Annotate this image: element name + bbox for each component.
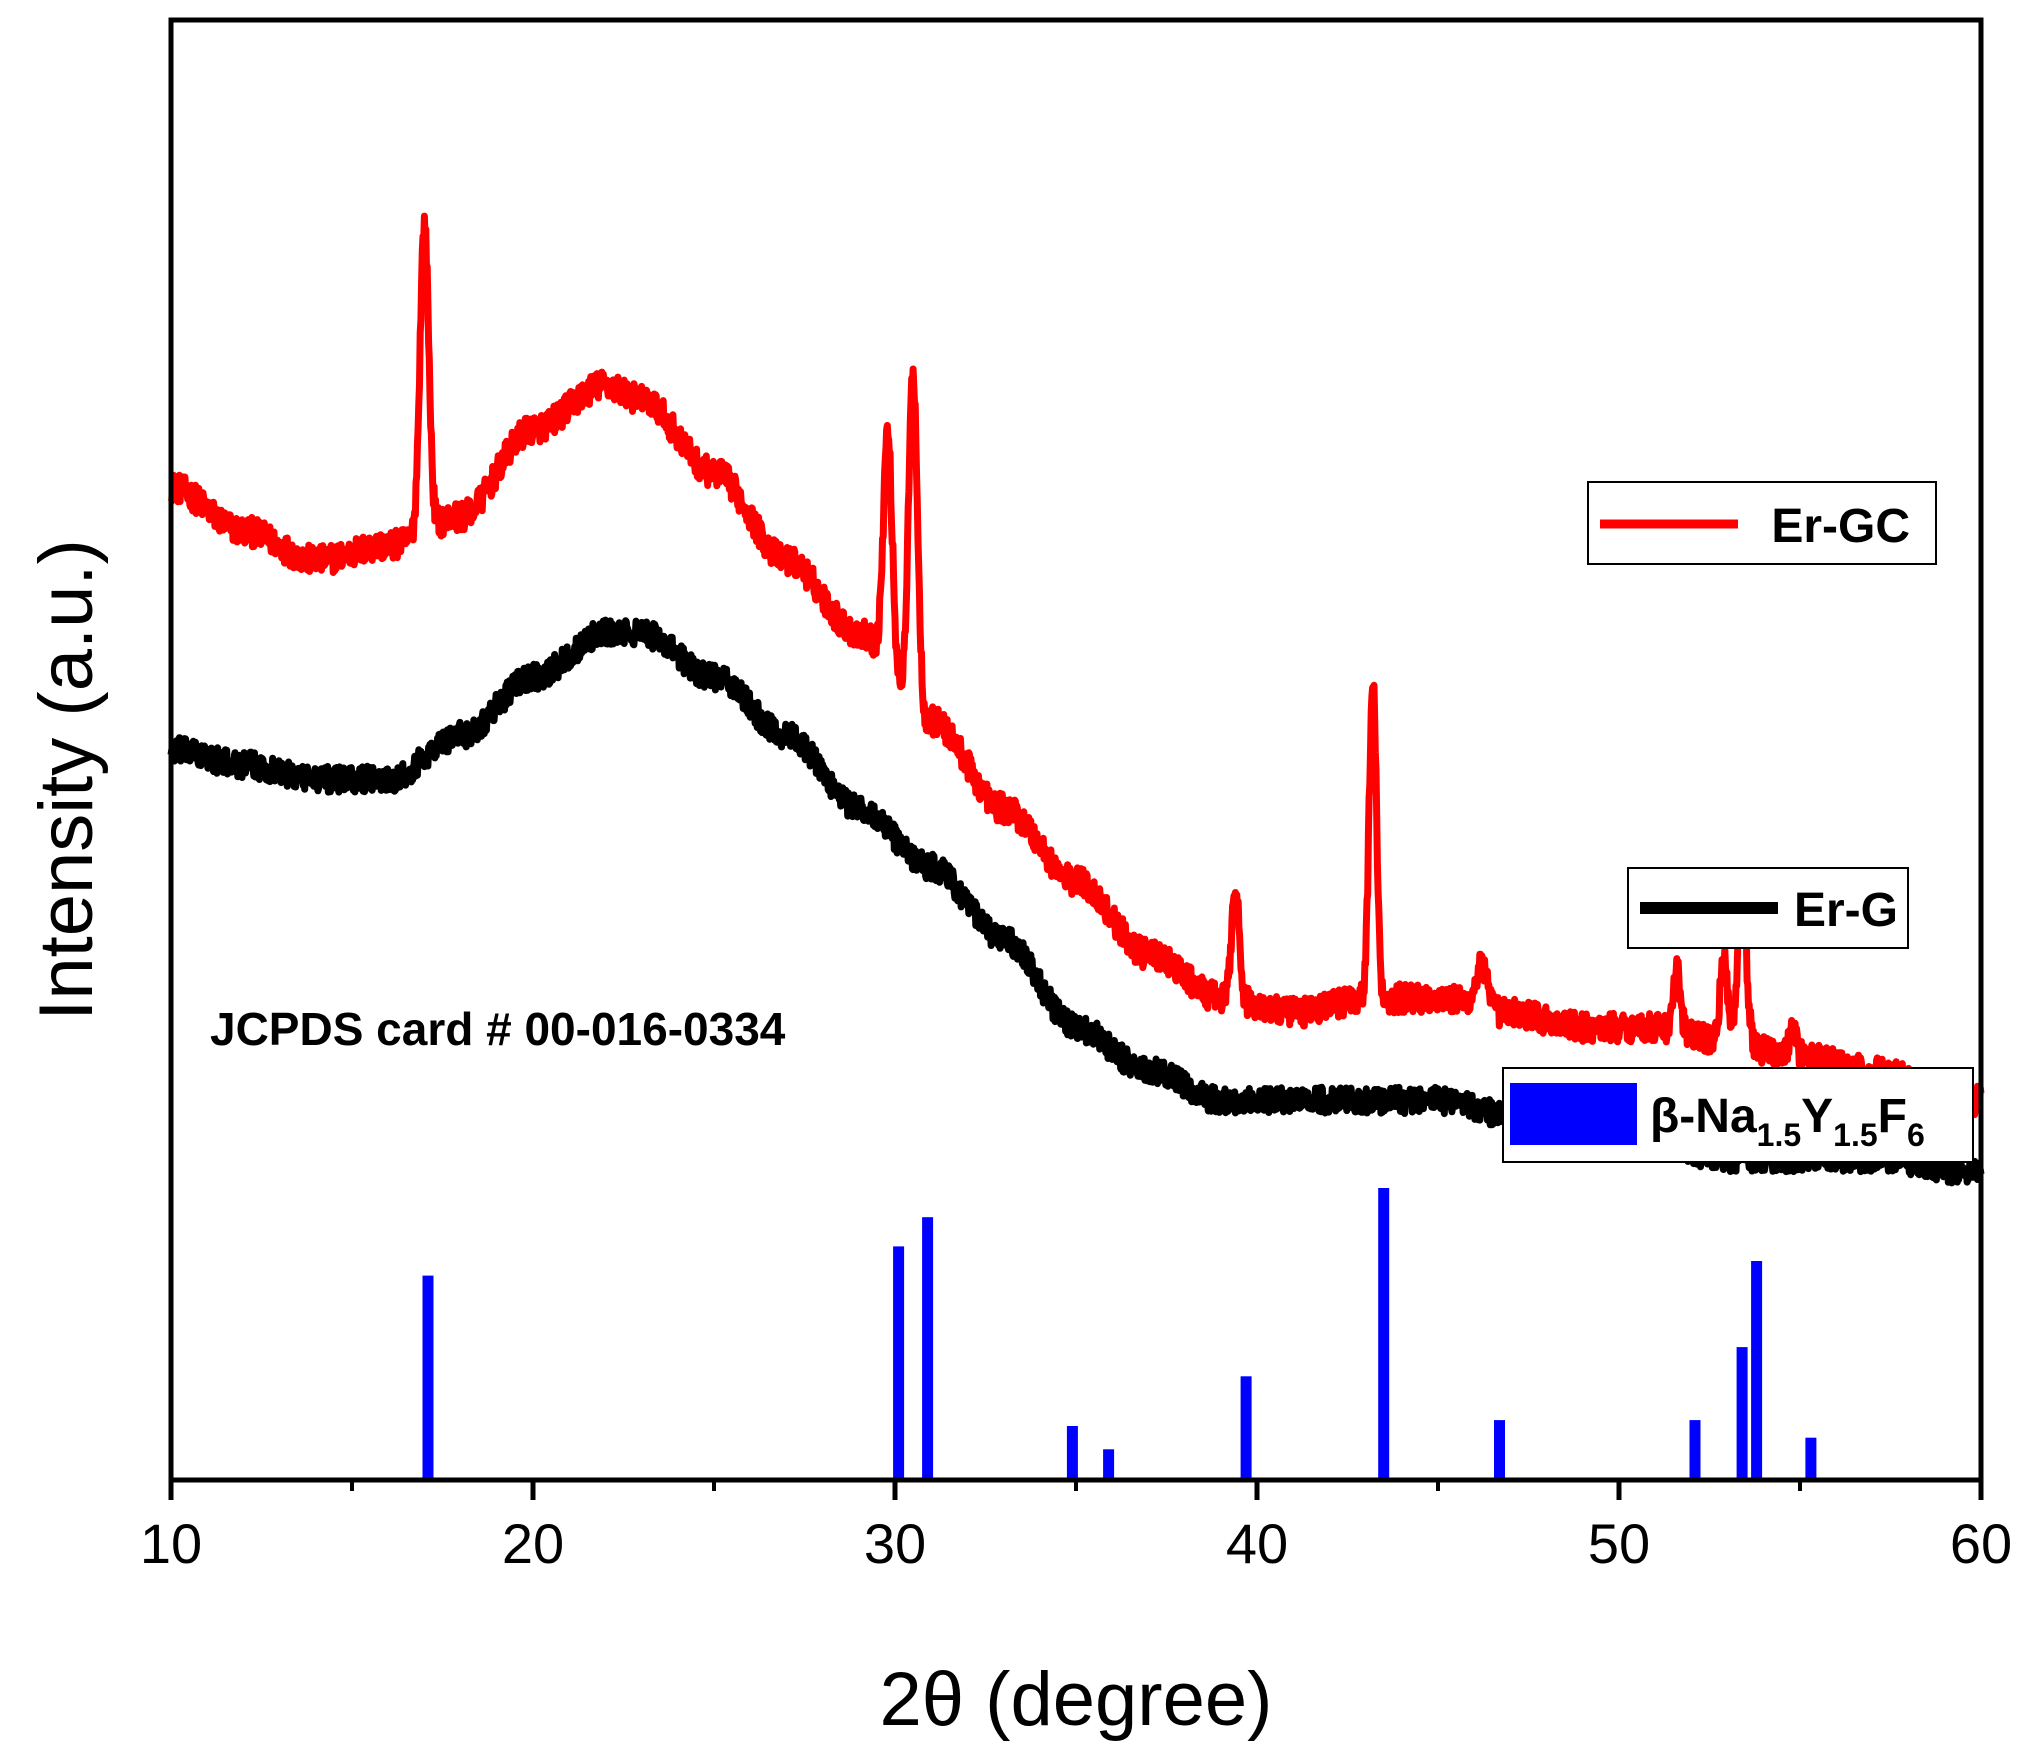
legend-reference: β-Na1.5Y1.5F6 [1502, 1067, 1974, 1163]
x-tick-label: 20 [502, 1512, 564, 1575]
ref-y: Y [1801, 1090, 1833, 1143]
legend-reference-swatch [1510, 1083, 1637, 1145]
legend-er-g-label: Er-G [1794, 884, 1898, 937]
reference-stick [1736, 1347, 1748, 1480]
x-ticks: 10 20 30 40 50 60 [140, 1480, 2012, 1575]
reference-stick [1751, 1261, 1763, 1480]
reference-stick [893, 1246, 905, 1480]
series-line-er-gc [168, 212, 1985, 1119]
legend-reference-label: β-Na1.5Y1.5F6 [1650, 1090, 1925, 1153]
reference-stick [1378, 1188, 1390, 1480]
ref-sub3: 6 [1907, 1117, 1925, 1153]
reference-stick [1494, 1420, 1505, 1480]
ref-sub1: 1.5 [1757, 1117, 1801, 1153]
legend-er-g: Er-G [1627, 867, 1909, 949]
jcpds-annotation: JCPDS card # 00-016-0334 [210, 1003, 786, 1055]
x-tick-label: 40 [1226, 1512, 1288, 1575]
reference-stick [1689, 1420, 1701, 1480]
x-axis-label: 2θ (degree) [880, 1657, 1273, 1742]
reference-stick [1103, 1449, 1115, 1480]
reference-stick [1805, 1437, 1817, 1480]
ref-sub2: 1.5 [1833, 1117, 1877, 1153]
reference-stick [1240, 1376, 1252, 1480]
x-tick-label: 30 [864, 1512, 926, 1575]
reference-stick [422, 1275, 434, 1480]
legend-er-gc-label: Er-GC [1771, 500, 1910, 553]
ref-f: F [1878, 1090, 1907, 1143]
x-tick-label: 10 [140, 1512, 202, 1575]
legend-er-gc: Er-GC [1587, 481, 1937, 565]
x-tick-label: 60 [1950, 1512, 2012, 1575]
ref-label-main: β-Na [1650, 1090, 1757, 1143]
reference-stick [922, 1217, 934, 1480]
y-axis-label: Intensity (a.u.) [24, 539, 109, 1021]
reference-sticks [422, 1188, 1817, 1480]
reference-stick [1066, 1426, 1078, 1480]
x-tick-label: 50 [1588, 1512, 1650, 1575]
